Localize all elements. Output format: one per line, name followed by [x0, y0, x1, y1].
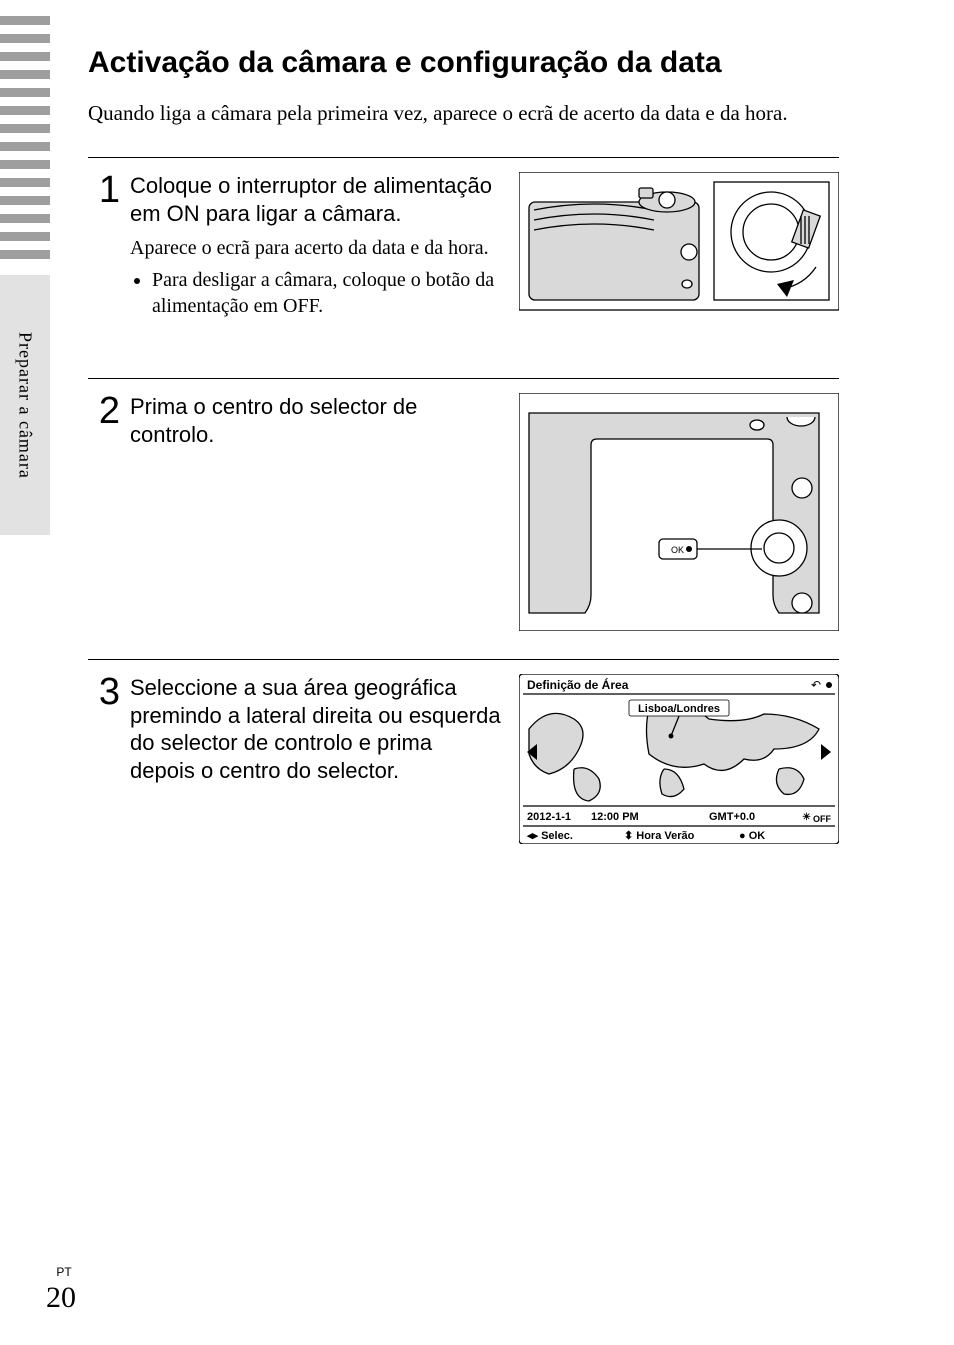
intro-text: Quando liga a câmara pela primeira vez, …: [88, 99, 839, 127]
area-nav-dst: ⬍ Hora Verão: [624, 830, 695, 842]
step-head: Prima o centro do selector de controlo.: [130, 393, 501, 448]
steps-list: 1 Coloque o interruptor de alimentação e…: [88, 157, 839, 860]
step: 3 Seleccione a sua área geográfica premi…: [88, 660, 839, 860]
area-nav-ok: ● OK: [739, 830, 765, 842]
step-number: 1: [88, 172, 120, 362]
area-date: 2012-1-1: [527, 811, 571, 823]
step-number: 3: [88, 674, 120, 844]
edge-index-bars: [0, 16, 50, 259]
step: 1 Coloque o interruptor de alimentação e…: [88, 158, 839, 379]
area-time: 12:00 PM: [591, 811, 639, 823]
page-title: Activação da câmara e configuração da da…: [88, 45, 839, 81]
section-tab-label: Preparar a câmara: [15, 332, 36, 479]
area-nav-select: ◂▸ Selec.: [526, 830, 573, 842]
area-setting-screen: Definição de Área ↶: [519, 674, 839, 844]
page-footer: PT 20: [46, 1265, 76, 1315]
area-city: Lisboa/Londres: [638, 703, 720, 715]
step-head: Coloque o interruptor de alimentação em …: [130, 172, 501, 227]
step-desc: Aparece o ecrã para acerto da data e da …: [130, 235, 501, 261]
step: 2 Prima o centro do selector de controlo…: [88, 379, 839, 660]
section-tab: Preparar a câmara: [0, 275, 50, 535]
step-figure: Definição de Área ↶: [519, 674, 839, 844]
camera-selector-illustration: OK: [519, 393, 839, 631]
ok-label: OK: [671, 545, 684, 555]
back-icon: ↶: [811, 678, 821, 692]
area-gmt: GMT+0.0: [709, 811, 755, 823]
manual-page: Preparar a câmara Activação da câmara e …: [0, 0, 954, 1345]
footer-page-number: 20: [46, 1281, 76, 1315]
footer-lang: PT: [52, 1265, 76, 1279]
step-number: 2: [88, 393, 120, 643]
step-bullet: Para desligar a câmara, coloque o botão …: [152, 267, 501, 319]
dot-icon: [826, 682, 832, 688]
content-region: Activação da câmara e configuração da da…: [88, 45, 839, 860]
step-figure: OK: [519, 393, 839, 643]
area-dst-icon: ☀: [802, 812, 811, 823]
step-head: Seleccione a sua área geográfica premind…: [130, 674, 501, 784]
camera-power-illustration: [519, 172, 839, 362]
area-dst-off: OFF: [813, 814, 831, 824]
area-title: Definição de Área: [527, 677, 629, 692]
step-figure: [519, 172, 839, 362]
